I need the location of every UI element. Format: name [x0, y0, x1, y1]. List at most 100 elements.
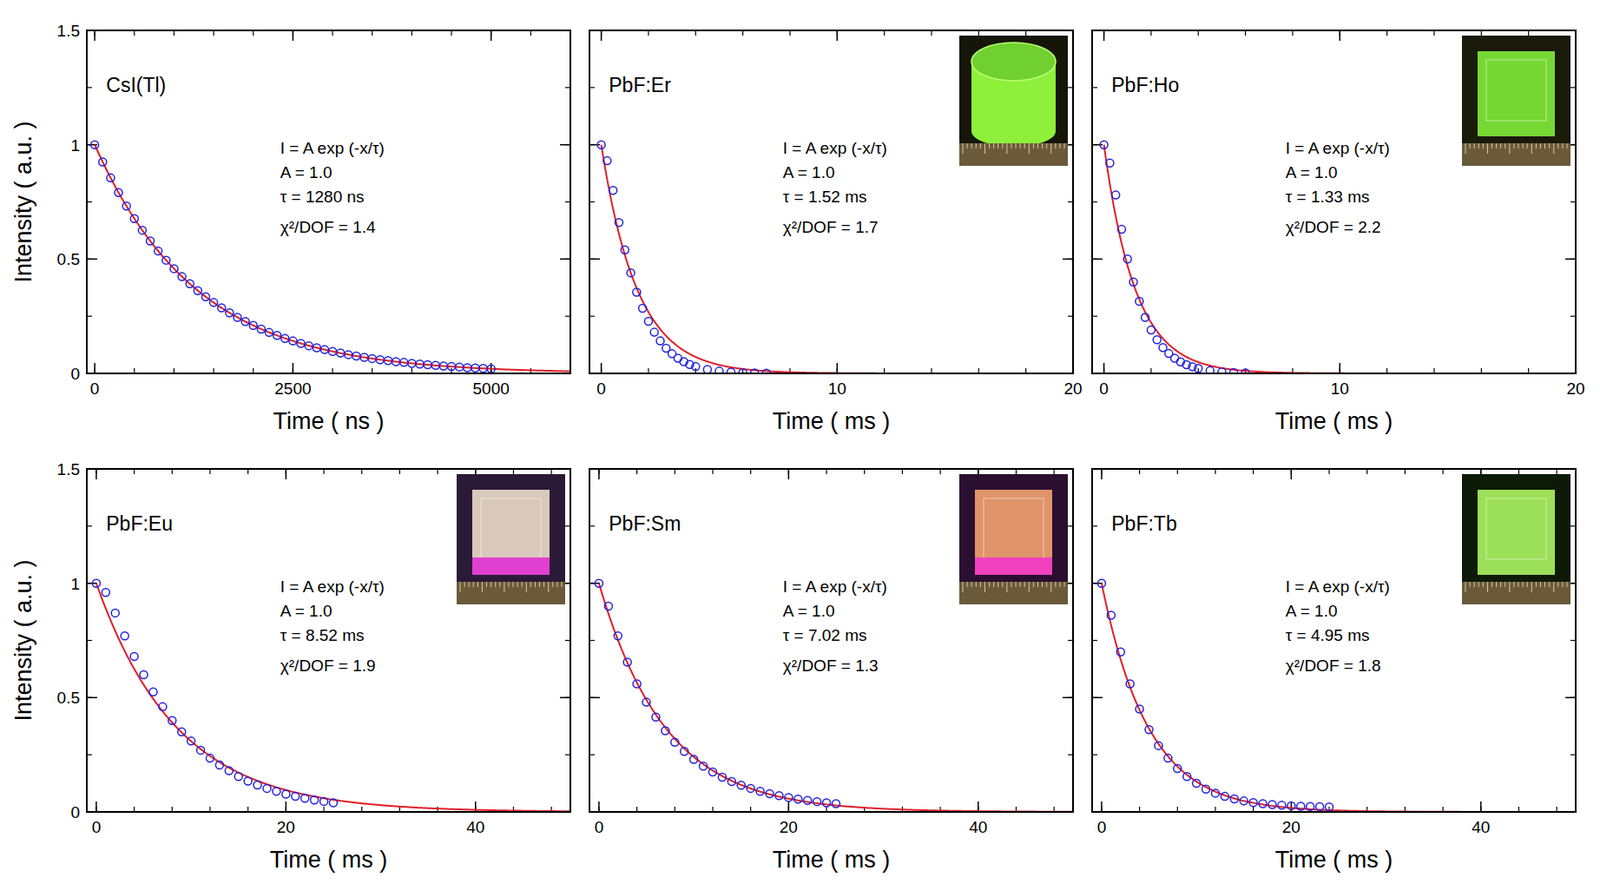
data-point	[415, 360, 424, 369]
x-axis-title: Time ( ms )	[269, 846, 388, 873]
data-point	[256, 324, 265, 333]
data-point	[91, 140, 99, 149]
photo-ruler-tick	[1548, 581, 1550, 587]
y-tick-label: 1	[70, 574, 80, 593]
x-tick	[1103, 362, 1106, 374]
x-tick-label: 0	[90, 379, 100, 398]
data-point	[130, 214, 139, 223]
data-point	[613, 632, 622, 640]
annotation: A = 1.0	[280, 601, 333, 620]
data-point	[154, 247, 163, 256]
data-point	[291, 792, 300, 801]
frame	[589, 468, 1074, 812]
photo-ruler-tick	[468, 581, 470, 587]
x-tick	[598, 468, 600, 480]
data-point	[392, 357, 401, 366]
photo-bg	[1461, 35, 1571, 166]
data-point	[1129, 277, 1138, 286]
x-tick	[1339, 362, 1342, 374]
y-tick	[86, 258, 98, 261]
annotation: χ²/DOF = 1.7	[783, 217, 879, 237]
photo-ruler-tick	[1064, 581, 1066, 587]
photo-ruler-tick	[993, 143, 995, 149]
y-axis-title: Intensity ( a.u. )	[10, 120, 37, 283]
photo-ruler-tick	[1500, 581, 1502, 587]
photo-ruler-tick	[1535, 581, 1537, 587]
photo-ruler-tick	[1024, 143, 1026, 149]
photo-ruler-tick	[1465, 143, 1467, 154]
photo-ruler-tick	[1513, 143, 1515, 149]
inset-photo	[456, 474, 566, 605]
data-point	[1145, 725, 1153, 734]
data-point	[708, 767, 717, 776]
photo-ruler-tick	[1050, 143, 1052, 154]
data-point	[597, 140, 606, 149]
photo-ruler-tick	[1015, 143, 1017, 149]
x-axis-title: Time ( ms )	[1275, 408, 1393, 435]
photo-ruler-tick	[980, 581, 982, 587]
y-tick-label: 0	[70, 364, 80, 383]
photo-ruler-tick	[1064, 143, 1066, 149]
data-point	[651, 712, 660, 721]
annotation: τ = 1280 ns	[280, 187, 365, 206]
data-point	[614, 218, 623, 227]
photo-ruler-tick	[1487, 143, 1489, 154]
x-tick	[1480, 801, 1482, 812]
photo-ruler-tick	[521, 581, 523, 587]
photo-ruler-tick	[1037, 143, 1039, 149]
y-tick	[589, 697, 600, 699]
photo-ruler-tick	[997, 581, 999, 587]
photo-ruler-tick	[1522, 143, 1524, 149]
x-axis-title: Time ( ns )	[273, 408, 385, 435]
data-point	[487, 364, 495, 373]
photo-ruler-tick	[503, 581, 505, 593]
data-point	[661, 726, 670, 735]
photo-ruler-tick	[1495, 143, 1497, 149]
inset-photo	[1461, 474, 1571, 605]
photo-crystal	[971, 42, 1056, 81]
photo-ruler-tick	[556, 581, 558, 587]
y-tick-label: 0.5	[57, 688, 80, 707]
photo-ruler	[1461, 143, 1571, 166]
data-point	[197, 745, 205, 754]
x-tick	[836, 30, 839, 41]
data-point	[139, 671, 148, 679]
photo-ruler-tick	[539, 581, 540, 587]
photo-ruler-tick	[988, 143, 990, 149]
data-point	[344, 350, 353, 359]
photo-ruler-tick	[1478, 143, 1480, 149]
data-point	[92, 579, 100, 587]
photo-ruler-tick	[460, 581, 461, 593]
data-point	[130, 651, 139, 660]
data-point	[632, 288, 641, 297]
panel: 02040Time ( ms )PbF:TbI = A exp (-x/τ)A …	[1092, 468, 1576, 873]
data-point	[1135, 704, 1144, 713]
x-tick	[490, 30, 493, 41]
panel: 0204000.511.5Time ( ms )Intensity ( a.u.…	[10, 460, 571, 873]
y-tick	[589, 144, 600, 146]
photo-ruler-tick	[1522, 581, 1524, 587]
data-point	[168, 716, 177, 725]
annotation: I = A exp (-x/τ)	[280, 138, 385, 158]
data-point	[1097, 579, 1106, 587]
photo-ruler-tick	[490, 581, 492, 587]
data-point	[282, 790, 290, 798]
data-point	[671, 737, 679, 746]
data-point	[831, 799, 840, 808]
data-point	[263, 783, 271, 792]
data-point	[101, 588, 110, 597]
photo-ruler-tick	[1041, 581, 1043, 587]
photo-ruler-tick	[543, 581, 545, 587]
data-point	[1146, 325, 1155, 334]
data-point	[632, 679, 641, 688]
photo-ruler-tick	[1469, 143, 1471, 149]
photo-ruler-tick	[1561, 581, 1563, 587]
data-point	[823, 798, 831, 807]
data-point	[114, 188, 123, 197]
photo-crystal	[1477, 51, 1555, 137]
data-point	[1183, 772, 1192, 781]
x-tick	[1339, 30, 1342, 41]
photo-ruler-tick	[530, 581, 532, 587]
data-point	[1154, 741, 1163, 750]
data-point	[1287, 801, 1296, 810]
